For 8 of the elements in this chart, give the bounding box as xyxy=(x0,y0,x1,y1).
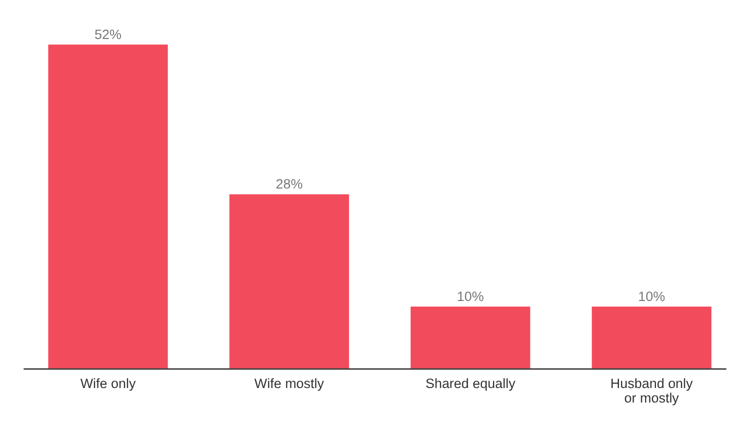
data-label: 28% xyxy=(276,176,303,192)
data-label: 10% xyxy=(638,288,666,304)
x-tick-label: Wife mostly xyxy=(254,376,324,392)
x-tick-label: Wife only xyxy=(80,376,136,392)
data-label: 52% xyxy=(94,26,122,42)
x-tick-label: Shared equally xyxy=(425,376,516,392)
x-tick-label: Husband only or mostly xyxy=(610,376,694,406)
data-label: 10% xyxy=(456,288,484,304)
